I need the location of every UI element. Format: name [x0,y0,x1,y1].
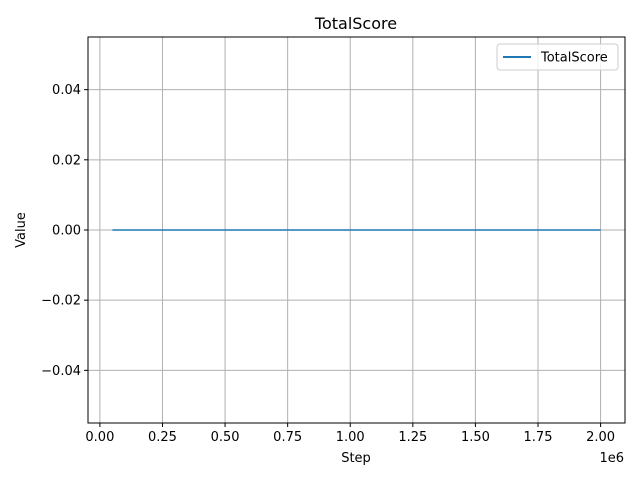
y-axis-label: Value [14,212,29,248]
axis-ticks: 0.00 0.25 0.50 0.75 1.00 1.25 1.50 1.75 2.00 −0.0… [41,83,615,445]
x-tick-label: 1.75 [524,430,553,445]
legend: TotalScore [496,43,619,71]
x-tick-label: 0.00 [85,430,114,445]
y-tick-label: −0.04 [41,364,81,379]
x-tick-label: 0.50 [211,430,240,445]
x-tick-label: 0.75 [273,430,302,445]
chart-title: TotalScore [314,14,397,33]
x-tick-label: 0.25 [148,430,177,445]
y-tick-label: 0.00 [52,224,81,239]
x-axis-offset-label: 1e6 [599,451,624,466]
x-tick-label: 1.25 [398,430,427,445]
x-tick-label: 1.00 [336,430,365,445]
y-tick-label: −0.02 [41,294,81,309]
legend-entry: TotalScore [540,51,608,66]
y-tick-label: 0.02 [52,153,81,168]
legend-box [496,43,619,71]
x-tick-label: 1.50 [461,430,490,445]
x-tick-label: 2.00 [586,430,615,445]
x-axis-label: Step [341,451,371,466]
y-tick-label: 0.04 [52,83,81,98]
